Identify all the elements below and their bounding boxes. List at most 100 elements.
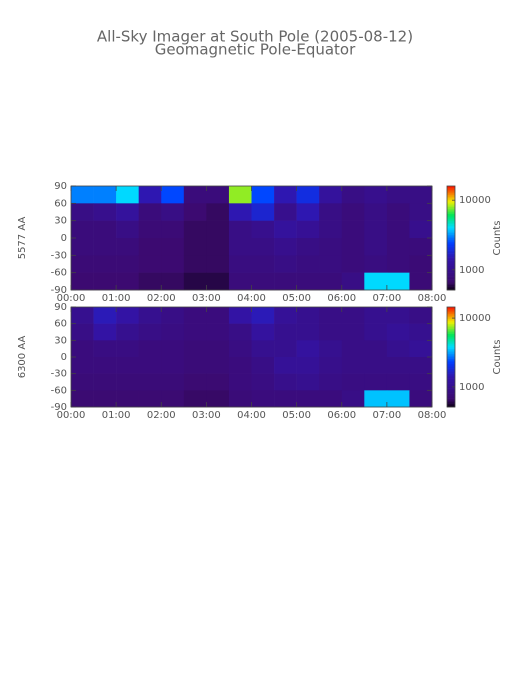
heatmap-cell <box>274 238 297 256</box>
colorbar-segment <box>447 405 455 408</box>
y-tick-label: 60 <box>54 319 67 330</box>
heatmap-cell <box>386 323 410 341</box>
colorbar-segment <box>447 402 455 404</box>
colorbar-segment <box>447 279 455 282</box>
colorbar-segment <box>447 205 455 208</box>
x-tick-label: 02:00 <box>147 293 176 304</box>
heatmap-cell <box>386 307 410 324</box>
heatmap-cell <box>206 255 230 273</box>
heatmap-cell <box>71 357 94 374</box>
heatmap-cell <box>364 323 388 341</box>
heatmap-cell <box>296 340 320 358</box>
colorbar-segment <box>447 358 455 361</box>
chart-title: All-Sky Imager at South Pole (2005-08-12… <box>97 28 413 46</box>
heatmap-cell <box>206 238 230 256</box>
colorbar-segment <box>447 238 455 241</box>
heatmap-cell <box>274 186 297 204</box>
heatmap-cell <box>116 357 139 374</box>
y-tick-label: 0 <box>61 233 67 244</box>
colorbar-segment <box>447 274 455 277</box>
colorbar-frame <box>446 185 456 291</box>
colorbar-segment <box>447 257 455 260</box>
colorbar-segment <box>447 315 455 318</box>
x-tick-label: 00:00 <box>57 410 86 421</box>
y-tick-label: 0 <box>61 352 67 363</box>
y-tick-label: -30 <box>51 250 67 261</box>
x-tick-label: 06:00 <box>327 410 356 421</box>
colorbar-segment <box>447 323 455 326</box>
colorbar-segment <box>447 380 455 383</box>
colorbar-segment <box>447 253 455 256</box>
heatmap-cell <box>274 203 297 221</box>
colorbar-segment <box>447 234 455 237</box>
heatmap-cell <box>364 357 388 374</box>
colorbar-segment <box>447 244 455 247</box>
colorbar-segment <box>447 270 455 273</box>
heatmap-cell <box>183 272 207 291</box>
heatmap-cell <box>228 203 252 221</box>
heatmap-cell <box>251 390 275 408</box>
heatmap-cell <box>138 373 162 391</box>
colorbar-segment <box>447 357 455 359</box>
colorbar-segment <box>447 342 455 344</box>
heatmap-cell <box>71 272 94 291</box>
colorbar-segment <box>447 390 455 393</box>
colorbar-segment <box>447 320 455 323</box>
x-tick-label: 07:00 <box>372 293 401 304</box>
colorbar-segment <box>447 222 455 225</box>
heatmap-cell <box>386 373 410 391</box>
colorbar-segment <box>447 232 455 235</box>
colorbar-segment <box>447 383 455 386</box>
heatmap-cell <box>409 203 433 221</box>
colorbar-segment <box>447 288 455 291</box>
heatmap-cell <box>138 357 162 374</box>
heatmap-cell <box>161 220 185 239</box>
colorbar-tick-label: 1000 <box>459 382 484 393</box>
heatmap-cell <box>296 272 320 291</box>
heatmap-cell <box>71 255 94 273</box>
heatmap-cell <box>409 255 433 273</box>
y-tick-label: -60 <box>51 268 67 279</box>
heatmap-cell <box>341 255 365 273</box>
colorbar-segment <box>447 236 455 239</box>
heatmap-cell <box>341 186 365 204</box>
colorbar-segment <box>447 400 455 403</box>
colorbar-segment <box>447 212 455 215</box>
colorbar-segment <box>447 218 455 221</box>
heatmap-cell <box>319 203 343 221</box>
x-tick-label: 05:00 <box>282 410 311 421</box>
colorbar-segment <box>447 262 455 265</box>
heatmap-cell <box>138 390 162 408</box>
heatmap-cell <box>183 186 207 204</box>
heatmap-cell <box>183 390 207 408</box>
heatmap-cell <box>364 186 388 204</box>
colorbar-segment <box>447 398 455 401</box>
heatmap-cell <box>206 390 230 408</box>
colorbar-segment <box>447 243 455 246</box>
heatmap-cell <box>138 203 162 221</box>
heatmap-cell <box>409 220 433 239</box>
colorbar-segment <box>447 352 455 354</box>
heatmap-cell <box>183 255 207 273</box>
colorbar-segment <box>447 258 455 261</box>
heatmap-cell <box>93 220 117 239</box>
heatmap-cell <box>319 357 343 374</box>
chart-subtitle: Geomagnetic Pole-Equator <box>155 41 356 59</box>
heatmap-cell <box>251 307 275 324</box>
heatmap-cell <box>71 203 94 221</box>
colorbar-segment <box>447 345 455 348</box>
colorbar-segment <box>447 255 455 258</box>
heatmap-cell <box>71 186 94 204</box>
heatmap-cell <box>93 272 117 291</box>
heatmap-cell <box>386 357 410 374</box>
x-tick-label: 08:00 <box>418 293 447 304</box>
heatmap-cell <box>319 238 343 256</box>
heatmap-cell <box>251 323 275 341</box>
colorbar-segment <box>447 312 455 314</box>
colorbar-tick-label: 10000 <box>459 195 491 206</box>
heatmap-cell <box>183 323 207 341</box>
colorbar-tick-label: 1000 <box>459 265 484 276</box>
heatmap-cell <box>71 390 94 408</box>
heatmap-cell <box>274 373 297 391</box>
colorbar-segment <box>447 375 455 378</box>
